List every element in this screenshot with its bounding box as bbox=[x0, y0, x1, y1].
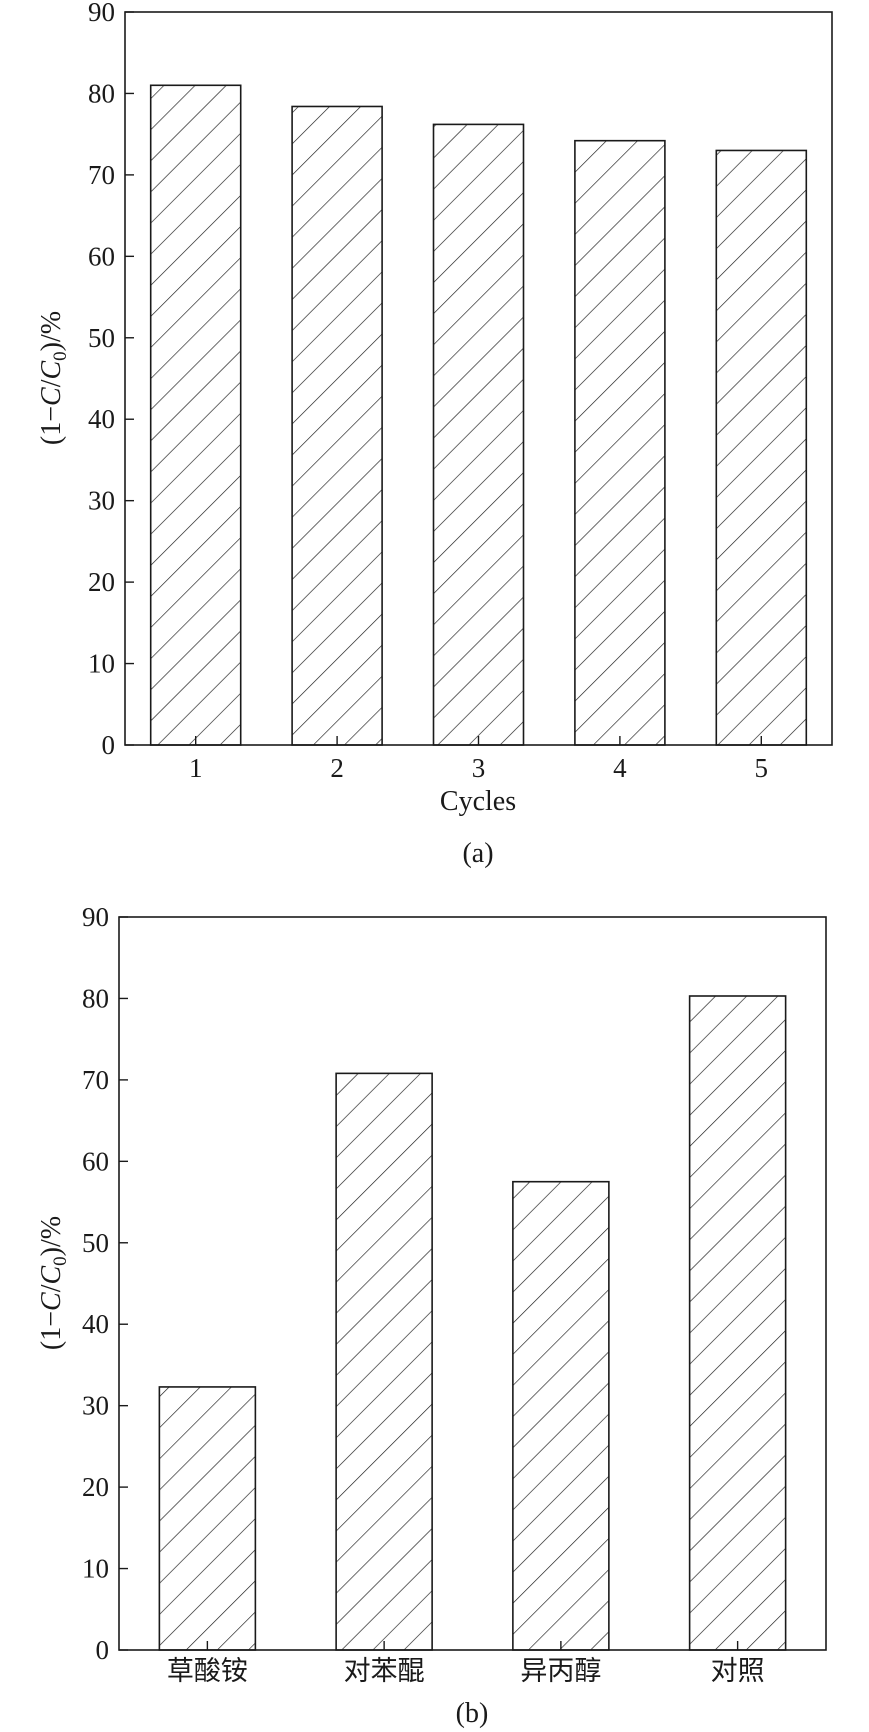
y-ticks-a bbox=[125, 11, 134, 746]
y-tick-label: 70 bbox=[82, 1065, 109, 1095]
y-tick-label: 0 bbox=[96, 1635, 110, 1665]
x-tick-label: 5 bbox=[755, 753, 769, 783]
y-axis-title-a-part: / bbox=[36, 379, 67, 387]
y-axis-title-a-part: C bbox=[36, 387, 67, 406]
x-tick-label: 对苯醌 bbox=[344, 1656, 425, 1686]
bar bbox=[149, 84, 242, 746]
y-tick-label: 20 bbox=[88, 567, 115, 597]
x-tick-label: 1 bbox=[189, 753, 203, 783]
x-tick-label: 2 bbox=[330, 753, 344, 783]
y-tick-label: 50 bbox=[88, 323, 115, 353]
bar bbox=[158, 1386, 257, 1651]
x-tick-label: 3 bbox=[472, 753, 486, 783]
x-ticks-b bbox=[206, 1641, 739, 1650]
plot-frame-b bbox=[118, 916, 827, 1651]
y-tick-label: 40 bbox=[82, 1309, 109, 1339]
y-axis-title-b-part: / bbox=[36, 1284, 67, 1292]
y-axis-title-a-part: C bbox=[36, 361, 67, 380]
y-axis-title-b-part: 0 bbox=[50, 1256, 71, 1266]
y-tick-label: 10 bbox=[82, 1554, 109, 1584]
y-tick-labels-b: 0 10 20 30 40 50 60 70 80 90 bbox=[82, 902, 109, 1665]
y-tick-label: 40 bbox=[88, 404, 115, 434]
bar bbox=[512, 1180, 610, 1651]
y-axis-title-a-part: (1− bbox=[36, 406, 67, 445]
y-axis-title-b-part: (1− bbox=[36, 1311, 67, 1350]
y-tick-label: 80 bbox=[88, 78, 115, 108]
bar bbox=[688, 995, 787, 1651]
y-tick-label: 80 bbox=[82, 983, 109, 1013]
x-tick-label: 对照 bbox=[711, 1656, 765, 1686]
panel-label-b: (b) bbox=[456, 1698, 489, 1729]
y-axis-title-b-part: C bbox=[36, 1292, 67, 1311]
y-tick-label: 90 bbox=[88, 0, 115, 27]
y-tick-label: 90 bbox=[82, 902, 109, 932]
bars-b bbox=[158, 995, 787, 1651]
bar bbox=[291, 105, 383, 746]
bar bbox=[432, 123, 525, 746]
x-tick-label: 4 bbox=[613, 753, 627, 783]
y-tick-label: 10 bbox=[88, 649, 115, 679]
y-tick-label: 60 bbox=[88, 241, 115, 271]
y-axis-title-a-part: 0 bbox=[50, 351, 71, 361]
y-axis-title-a: (1−C/C0)/% bbox=[36, 311, 71, 445]
x-tick-label: 异丙醇 bbox=[520, 1656, 601, 1686]
bar bbox=[574, 139, 666, 746]
x-tick-label: 草酸铵 bbox=[167, 1656, 248, 1686]
y-tick-label: 70 bbox=[88, 160, 115, 190]
y-ticks-b bbox=[119, 916, 128, 1651]
y-tick-labels-a: 0 10 20 30 40 50 60 70 80 90 bbox=[88, 0, 115, 760]
y-axis-title-b-part: C bbox=[36, 1266, 67, 1285]
y-tick-label: 60 bbox=[82, 1146, 109, 1176]
y-axis-title-a-part: )/% bbox=[36, 311, 67, 351]
bar bbox=[335, 1072, 433, 1651]
bars-a bbox=[149, 84, 808, 746]
y-axis-title-b: (1−C/C0)/% bbox=[36, 1216, 71, 1350]
y-axis-title-b-part: )/% bbox=[36, 1216, 67, 1256]
y-tick-label: 30 bbox=[88, 486, 115, 516]
x-ticks-a bbox=[194, 736, 762, 745]
x-axis-title-a: Cycles bbox=[440, 786, 516, 817]
y-tick-label: 20 bbox=[82, 1472, 109, 1502]
bar bbox=[715, 149, 808, 746]
y-tick-label: 50 bbox=[82, 1228, 109, 1258]
y-tick-label: 0 bbox=[102, 730, 116, 760]
x-tick-labels-b: 草酸铵 对苯醌 异丙醇 对照 bbox=[167, 1656, 765, 1686]
panel-label-a: (a) bbox=[462, 838, 493, 869]
x-tick-labels-a: 1 2 3 4 5 bbox=[189, 753, 768, 783]
y-tick-label: 30 bbox=[82, 1391, 109, 1421]
